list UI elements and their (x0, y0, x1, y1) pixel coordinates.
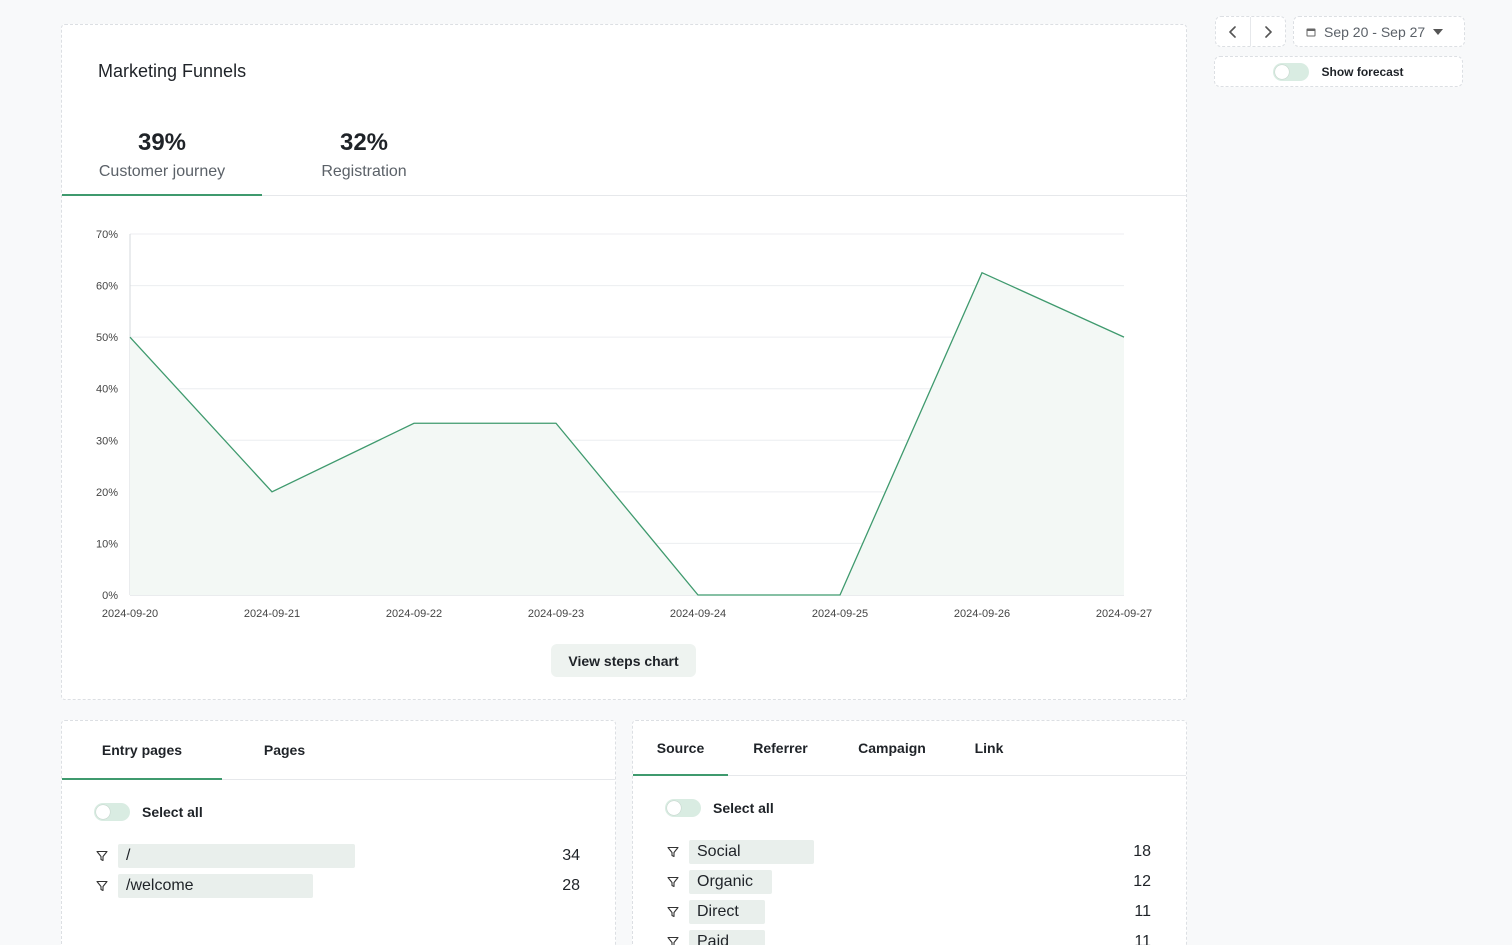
y-tick-label: 20% (96, 487, 118, 499)
list-item[interactable]: Social 18 (667, 840, 1157, 864)
x-tick-label: 2024-09-21 (244, 608, 300, 620)
source-tabbar: Source Referrer Campaign Link (633, 721, 1186, 776)
y-tick-label: 50% (96, 332, 118, 344)
list-item[interactable]: Direct 11 (667, 900, 1157, 924)
x-tick-label: 2024-09-22 (386, 608, 442, 620)
row-bar (118, 844, 355, 868)
select-all-label: Select all (713, 800, 774, 816)
kpi-label: Customer journey (98, 163, 226, 180)
list-item[interactable]: Organic 12 (667, 870, 1157, 894)
list-item[interactable]: /welcome 28 (96, 874, 586, 898)
x-tick-label: 2024-09-27 (1096, 608, 1152, 620)
pages-tabbar: Entry pages Pages (62, 721, 615, 780)
row-count: 11 (1134, 903, 1151, 920)
x-tick-label: 2024-09-24 (670, 608, 726, 620)
kpi-value: 39% (137, 129, 187, 156)
funnel-filter-icon[interactable] (667, 936, 681, 945)
select-all-toggle[interactable] (94, 803, 130, 821)
tab-entry-pages[interactable]: Entry pages (62, 721, 222, 780)
chart-axes: 0% 10% 20% 30% 40% 50% 60% 70% 2024-09-20 2024-09… (96, 229, 1152, 620)
row-count: 18 (1133, 843, 1151, 860)
pages-card: Entry pages Pages Select all / 34 /welco… (61, 720, 616, 945)
funnel-chart: 0% 10% 20% 30% 40% 50% 60% 70% 2024-09-20 2024-09… (96, 229, 1152, 620)
chevron-left-icon (1229, 25, 1236, 38)
funnel-filter-icon[interactable] (96, 850, 110, 862)
row-label: Paid (697, 933, 730, 945)
row-bar (689, 930, 765, 945)
next-period-button[interactable] (1250, 17, 1285, 46)
forecast-toggle[interactable] (1273, 62, 1310, 81)
funnel-filter-icon[interactable] (667, 846, 681, 858)
row-label: Direct (697, 903, 739, 920)
kpi-tab-registration[interactable]: 32% Registration (264, 121, 464, 196)
funnel-filter-icon[interactable] (96, 880, 110, 892)
row-count: 34 (562, 847, 580, 864)
date-range-label: Sep 20 - Sep 27 (1324, 23, 1426, 40)
card-title: Marketing Funnels (98, 61, 247, 81)
kpi-tabs: 39% Customer journey 32% Registration (62, 121, 1186, 196)
forecast-control: Show forecast (1214, 56, 1463, 87)
funnel-filter-icon[interactable] (667, 876, 681, 888)
select-all-toggle[interactable] (665, 799, 701, 817)
kpi-value: 32% (339, 129, 389, 156)
tab-pages[interactable]: Pages (263, 742, 306, 758)
x-tick-label: 2024-09-25 (812, 608, 868, 620)
select-all-control: Select all (665, 799, 774, 817)
y-tick-label: 30% (96, 435, 118, 447)
list-item[interactable]: / 34 (96, 844, 586, 868)
row-bar (689, 900, 765, 924)
date-range-picker[interactable]: Sep 20 - Sep 27 (1293, 16, 1465, 47)
date-nav-group (1215, 16, 1286, 47)
y-tick-label: 10% (96, 538, 118, 550)
marketing-funnels-card: Marketing Funnels 39% Customer journey 3… (61, 24, 1187, 700)
caret-down-icon (1433, 28, 1444, 35)
row-count: 12 (1133, 873, 1151, 890)
row-label: / (126, 847, 131, 864)
list-item[interactable]: Paid 11 (667, 930, 1157, 945)
tab-source[interactable]: Source (633, 721, 728, 776)
source-card: Source Referrer Campaign Link Select all… (632, 720, 1187, 945)
view-steps-chart-button[interactable]: View steps chart (551, 644, 696, 677)
row-label: /welcome (126, 877, 194, 894)
row-label: Organic (697, 873, 754, 890)
forecast-label: Show forecast (1321, 64, 1404, 79)
row-count: 11 (1134, 933, 1151, 945)
select-all-control: Select all (94, 803, 203, 821)
x-tick-label: 2024-09-23 (528, 608, 584, 620)
calendar-icon (1306, 27, 1316, 37)
select-all-label: Select all (142, 804, 203, 820)
y-tick-label: 60% (96, 281, 118, 293)
tab-campaign[interactable]: Campaign (858, 740, 926, 756)
series-line (129, 271, 1125, 596)
chart-area (129, 271, 1125, 596)
x-tick-label: 2024-09-20 (102, 608, 158, 620)
chevron-right-icon (1265, 25, 1272, 38)
funnel-filter-icon[interactable] (667, 906, 681, 918)
row-bar (118, 874, 313, 898)
tab-referrer[interactable]: Referrer (753, 740, 808, 756)
kpi-label: Registration (321, 163, 407, 180)
y-tick-label: 40% (96, 384, 118, 396)
x-tick-label: 2024-09-26 (954, 608, 1010, 620)
previous-period-button[interactable] (1216, 17, 1250, 46)
row-bar (689, 840, 814, 864)
row-label: Social (697, 843, 741, 860)
tab-link[interactable]: Link (974, 740, 1004, 756)
row-bar (689, 870, 772, 894)
series-area (130, 272, 1124, 595)
row-count: 28 (562, 877, 580, 894)
y-tick-label: 0% (102, 590, 118, 602)
y-tick-label: 70% (96, 229, 118, 241)
kpi-tab-customer-journey[interactable]: 39% Customer journey (62, 121, 262, 196)
